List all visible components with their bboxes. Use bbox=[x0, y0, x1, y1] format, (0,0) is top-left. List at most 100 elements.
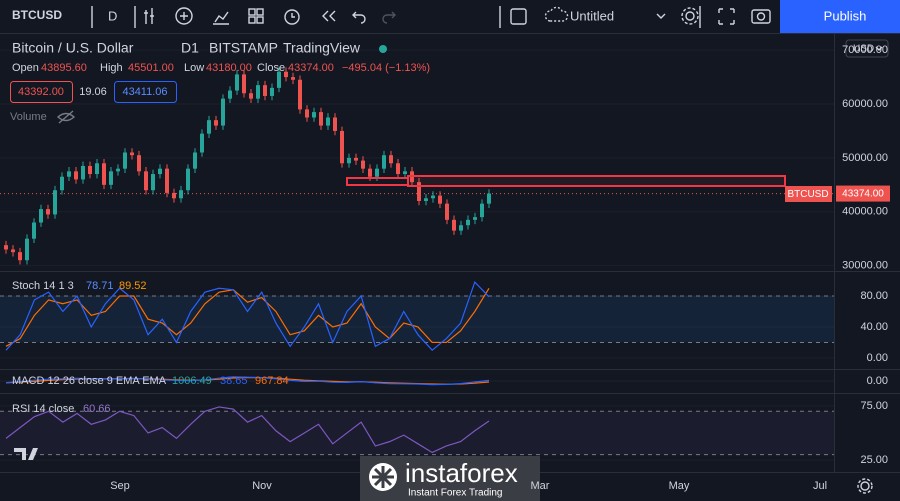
stoch-k-line bbox=[5, 280, 490, 352]
volume-label: Volume bbox=[10, 111, 47, 123]
candle-body bbox=[466, 219, 470, 226]
sell-button[interactable] bbox=[10, 81, 73, 103]
watermark-tagline: Instant Forex Trading bbox=[408, 488, 503, 499]
candle-body bbox=[130, 152, 134, 156]
spread: 19.06 bbox=[79, 86, 107, 98]
y-tick-label: 80.00 bbox=[860, 290, 888, 302]
candle-body bbox=[368, 168, 372, 177]
open-value: 43895.60 bbox=[41, 62, 87, 74]
rsi-values-line bbox=[5, 406, 490, 454]
band-fill bbox=[0, 296, 834, 343]
high-value: 45501.00 bbox=[128, 62, 174, 74]
candle-body bbox=[172, 192, 176, 199]
x-tick-label: Jul bbox=[813, 480, 827, 492]
candle-body bbox=[284, 71, 288, 78]
open-label: Open bbox=[12, 62, 39, 74]
stoch-d-value: 89.52 bbox=[119, 280, 147, 292]
settings-icon[interactable] bbox=[857, 478, 873, 494]
candle-body bbox=[424, 198, 428, 201]
candle-body bbox=[326, 117, 330, 126]
y-tick-label: 70000.00 bbox=[842, 44, 888, 56]
high-label: High bbox=[100, 62, 123, 74]
candle-body bbox=[88, 165, 92, 175]
y-tick-label: 40.00 bbox=[860, 321, 888, 333]
bid-price[interactable]: 43392.00 bbox=[18, 86, 64, 98]
symbol-tag: BTCUSD bbox=[787, 189, 828, 200]
candle-body bbox=[67, 171, 71, 177]
candle-body bbox=[249, 93, 253, 99]
ask-price[interactable]: 43411.06 bbox=[122, 86, 167, 98]
candle-body bbox=[403, 171, 407, 175]
candle-body bbox=[74, 171, 78, 180]
candle-body bbox=[235, 74, 239, 91]
candle-body bbox=[11, 249, 15, 253]
instrument-name: Bitcoin / U.S. Dollar bbox=[12, 40, 134, 56]
candle-body bbox=[39, 209, 43, 223]
band-fill bbox=[0, 411, 834, 455]
candle-body bbox=[18, 252, 22, 261]
candle-body bbox=[144, 171, 148, 191]
close-label: Close bbox=[257, 62, 285, 74]
currency-label[interactable]: USD bbox=[853, 44, 874, 55]
candle-body bbox=[333, 117, 337, 131]
candle-body bbox=[165, 168, 169, 193]
tradingview-logo[interactable] bbox=[14, 448, 38, 460]
x-tick-label: Sep bbox=[110, 480, 130, 492]
drawn-rectangle[interactable] bbox=[407, 175, 786, 187]
watermark-brand: instaforex bbox=[405, 458, 518, 488]
stoch-k-value: 78.71 bbox=[86, 280, 114, 292]
candle-body bbox=[277, 71, 281, 88]
hidden-icon[interactable] bbox=[56, 110, 76, 124]
candle-body bbox=[375, 168, 379, 177]
close-value: 43374.00 bbox=[288, 62, 334, 74]
macd-value: 1006.49 bbox=[172, 375, 212, 387]
symbol-button[interactable]: BTCUSD bbox=[12, 8, 62, 22]
candle-body bbox=[158, 168, 162, 175]
buy-button[interactable] bbox=[114, 81, 177, 103]
candle-body bbox=[221, 98, 225, 126]
currency-caret[interactable] bbox=[875, 46, 883, 51]
toolbar-icons[interactable] bbox=[91, 6, 771, 28]
candle-body bbox=[109, 171, 113, 185]
candle-body bbox=[151, 174, 155, 191]
candle-body bbox=[270, 87, 274, 96]
y-tick-label: 60000.00 bbox=[842, 98, 888, 110]
x-tick-label: Mar bbox=[531, 480, 550, 492]
candle-body bbox=[340, 130, 344, 164]
market-status bbox=[379, 45, 387, 53]
candle-body bbox=[46, 209, 50, 215]
candle-body bbox=[200, 133, 204, 153]
candle-body bbox=[81, 165, 85, 180]
y-tick-label: 75.00 bbox=[860, 400, 888, 412]
candle-body bbox=[431, 195, 435, 199]
candle-body bbox=[445, 203, 449, 220]
candle-body bbox=[319, 112, 323, 126]
candle-body bbox=[305, 109, 309, 118]
currency-badge[interactable] bbox=[845, 39, 889, 58]
y-tick-label: 50000.00 bbox=[842, 152, 888, 164]
macd-value: 38.65 bbox=[220, 375, 248, 387]
candle-body bbox=[480, 203, 484, 218]
candle-body bbox=[347, 157, 351, 164]
layout-name[interactable]: Untitled bbox=[570, 8, 614, 23]
watermark-logo-mark bbox=[372, 466, 394, 488]
drawn-rectangle[interactable] bbox=[346, 177, 409, 186]
y-tick-label: 0.00 bbox=[867, 352, 888, 364]
candle-body bbox=[263, 85, 267, 96]
interval-button[interactable]: D bbox=[108, 8, 117, 23]
candle-body bbox=[186, 168, 190, 191]
macd-macd-line bbox=[5, 376, 490, 386]
candle-body bbox=[214, 120, 218, 126]
low-value: 43180.00 bbox=[206, 62, 252, 74]
y-tick-label: 25.00 bbox=[860, 454, 888, 466]
candle-body bbox=[242, 74, 246, 94]
publish-label[interactable]: Publish bbox=[824, 8, 867, 23]
rsi-value: 60.66 bbox=[83, 403, 111, 415]
publish-button[interactable] bbox=[780, 0, 900, 33]
candle-body bbox=[354, 157, 358, 161]
candle-body bbox=[459, 225, 463, 231]
y-tick-label: 30000.00 bbox=[842, 260, 888, 272]
y-tick-label: 0.00 bbox=[867, 375, 888, 387]
candle-body bbox=[179, 190, 183, 199]
